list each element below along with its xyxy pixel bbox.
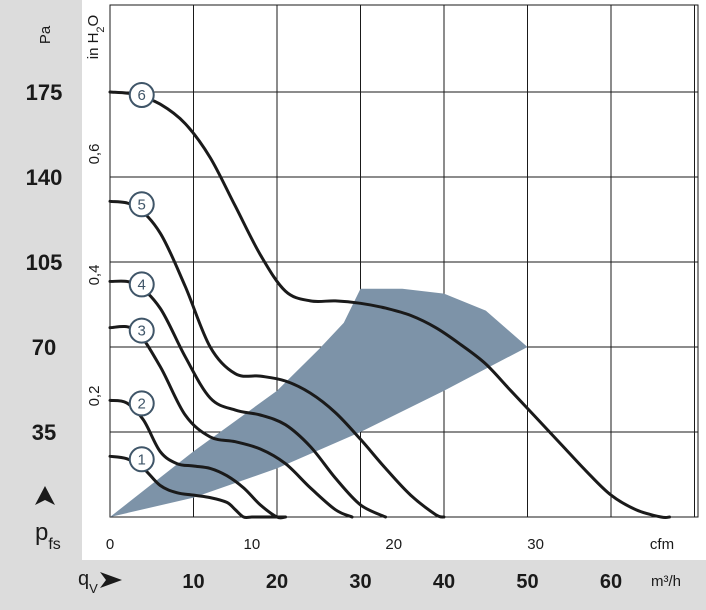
grid xyxy=(109,4,699,518)
curve-marker-circle xyxy=(128,271,155,298)
y-unit-label: Pa xyxy=(37,25,54,44)
y-tick-label: 105 xyxy=(26,250,63,275)
cfm-tick-label: 0 xyxy=(106,536,114,553)
y2-unit-main: in H xyxy=(85,33,102,60)
y-axis-label-main: p xyxy=(35,519,48,546)
curve-1 xyxy=(108,454,287,520)
m3h-tick-label: 20 xyxy=(266,571,288,593)
cfm-tick-label: 20 xyxy=(385,536,402,553)
curve-marker-layer: 1 2 3 4 5 6 xyxy=(128,82,155,473)
curve-5 xyxy=(108,199,446,519)
y2-tick-label: 0,4 xyxy=(86,265,103,286)
curve-marker-circle xyxy=(128,446,155,473)
cfm-tick-label: 10 xyxy=(244,536,261,553)
y-axis-label: pfs xyxy=(35,519,61,553)
y2-unit-tail: O xyxy=(85,15,102,27)
y-axis-arrow-icon xyxy=(35,486,55,505)
curve-marker-6: 6 xyxy=(128,82,155,108)
y-tick-label: 140 xyxy=(26,165,63,190)
y2-unit-label: in H2O xyxy=(85,15,107,59)
curve-marker-label: 6 xyxy=(138,87,146,104)
curve-marker-circle xyxy=(128,317,155,344)
y2-tick-label: 0,6 xyxy=(86,144,103,165)
curve-marker-1: 1 xyxy=(128,446,155,473)
curve-3 xyxy=(108,324,354,519)
curve-marker-3: 3 xyxy=(128,317,155,344)
curve-marker-label: 5 xyxy=(138,196,146,213)
x-axis-label-sub: V xyxy=(89,581,98,596)
cfm-tick-label: 30 xyxy=(527,536,544,553)
x-axis-arrow-icon xyxy=(100,572,122,588)
curve-marker-2: 2 xyxy=(128,390,155,417)
m3h-tick-label: 60 xyxy=(600,571,622,593)
m3h-tick-label: 40 xyxy=(433,571,455,593)
curve-marker-5: 5 xyxy=(128,191,155,218)
curve-marker-label: 4 xyxy=(138,276,146,293)
curve-marker-4: 4 xyxy=(128,271,155,298)
y-tick-label: 175 xyxy=(26,80,63,105)
m3h-tick-label: 50 xyxy=(516,571,538,593)
y2-unit-sub: 2 xyxy=(95,26,107,32)
plot-frame xyxy=(109,4,699,518)
y-tick-label: 70 xyxy=(32,335,56,360)
curve-marker-circle xyxy=(128,191,155,218)
curve-6 xyxy=(108,90,671,520)
y-axis-panel xyxy=(0,0,82,560)
y-tick-label: 35 xyxy=(32,420,56,445)
y2-tick-label: 0,2 xyxy=(86,386,103,407)
curve-marker-circle xyxy=(128,82,155,108)
curve-marker-label: 2 xyxy=(138,395,146,412)
x-axis-label: qV xyxy=(78,568,98,596)
operating-region-layer xyxy=(110,288,528,517)
curve-layer xyxy=(108,90,671,520)
m3h-tick-label: 10 xyxy=(182,571,204,593)
curve-4 xyxy=(108,279,388,519)
curve-marker-circle xyxy=(128,390,155,417)
y-axis-label-sub: fs xyxy=(48,536,60,553)
operating-region xyxy=(110,288,528,517)
curve-marker-label: 1 xyxy=(138,451,146,468)
x-axis-panel xyxy=(0,560,706,610)
m3h-unit-label: m³/h xyxy=(651,573,681,590)
x-axis-label-main: q xyxy=(78,568,89,590)
curve-2 xyxy=(108,398,287,520)
cfm-unit-label: cfm xyxy=(650,536,674,553)
m3h-tick-label: 30 xyxy=(349,571,371,593)
curve-marker-label: 3 xyxy=(138,323,146,340)
